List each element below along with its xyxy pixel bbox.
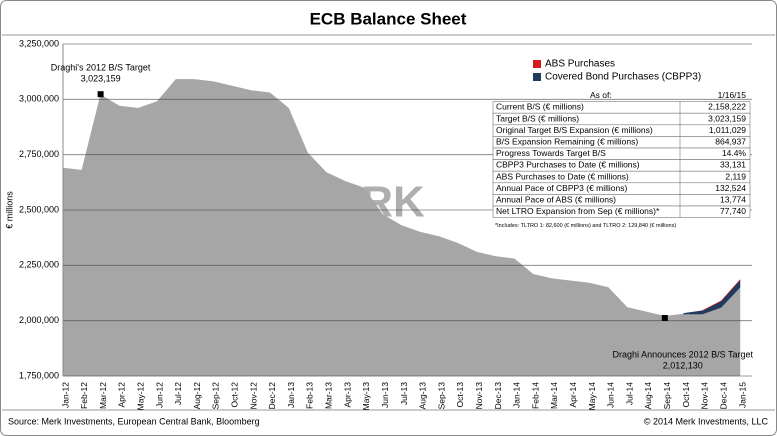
x-tick-label: May-12 bbox=[135, 382, 145, 411]
x-tick-label: May-13 bbox=[361, 382, 371, 411]
x-tick-label: Oct-14 bbox=[681, 382, 691, 408]
x-tick-label: Sep-14 bbox=[662, 382, 672, 410]
x-tick-label: May-14 bbox=[587, 382, 597, 411]
area bbox=[702, 279, 741, 312]
x-tick-label: Jan-13 bbox=[286, 382, 296, 408]
x-tick-label: Jan-15 bbox=[737, 382, 747, 408]
legend-label: ABS Purchases bbox=[545, 59, 615, 70]
table-value: 3,023,159 bbox=[708, 113, 746, 123]
x-tick-label: Jul-14 bbox=[624, 382, 634, 405]
annotation-marker bbox=[661, 314, 668, 321]
table-label: Annual Pace of ABS (€ millions) bbox=[496, 194, 616, 204]
x-tick-label: Nov-14 bbox=[700, 382, 710, 410]
table-value: 14.4% bbox=[722, 148, 747, 158]
x-tick-label: Mar-12 bbox=[98, 382, 108, 409]
table-value: 132,524 bbox=[715, 183, 746, 193]
table-label: Annual Pace of CBPP3 (€ millions) bbox=[496, 183, 628, 193]
table-label: Original Target B/S Expansion (€ million… bbox=[496, 125, 653, 135]
x-tick-label: Aug-13 bbox=[418, 382, 428, 410]
table-value: 864,937 bbox=[715, 136, 746, 146]
x-tick-label: Jun-14 bbox=[606, 382, 616, 408]
x-tick-label: Jan-12 bbox=[60, 382, 70, 408]
x-tick-label: Apr-13 bbox=[342, 382, 352, 408]
annotation-marker bbox=[97, 91, 104, 98]
x-tick-label: Feb-13 bbox=[305, 382, 315, 409]
annotation-value: 3,023,159 bbox=[81, 74, 121, 84]
table-label: B/S Expansion Remaining (€ millions) bbox=[496, 136, 638, 146]
annotation-value: 2,012,130 bbox=[663, 360, 703, 370]
x-tick-label: Mar-14 bbox=[549, 382, 559, 409]
y-tick-label: 2,500,000 bbox=[19, 204, 59, 214]
y-tick-label: 1,750,000 bbox=[19, 370, 59, 380]
x-tick-label: Jun-12 bbox=[154, 382, 164, 408]
copyright: © 2014 Merk Investments, LLC bbox=[644, 416, 769, 426]
x-tick-label: Aug-14 bbox=[643, 382, 653, 410]
table-value: 1,011,029 bbox=[709, 125, 746, 135]
table-label: Target B/S (€ millions) bbox=[496, 113, 579, 123]
x-tick-label: Apr-12 bbox=[117, 382, 127, 408]
x-tick-label: Feb-14 bbox=[530, 382, 540, 409]
x-tick-label: Aug-12 bbox=[192, 382, 202, 410]
x-tick-label: Jan-14 bbox=[512, 382, 522, 408]
y-tick-label: 2,250,000 bbox=[19, 260, 59, 270]
table-value: 77,740 bbox=[720, 206, 746, 216]
x-tick-label: Mar-13 bbox=[324, 382, 334, 409]
x-tick-label: Dec-13 bbox=[493, 382, 503, 410]
x-tick-label: Nov-12 bbox=[248, 382, 258, 410]
table-value: 2,158,222 bbox=[708, 102, 746, 112]
y-tick-label: 2,750,000 bbox=[19, 149, 59, 159]
x-tick-label: Jun-13 bbox=[380, 382, 390, 408]
table-value: 2,119 bbox=[725, 171, 746, 181]
x-tick-label: Oct-12 bbox=[230, 382, 240, 408]
table-header: 1/16/15 bbox=[718, 90, 747, 100]
table-header: As of: bbox=[590, 90, 612, 100]
annotation-text: Draghi's 2012 B/S Target bbox=[51, 63, 151, 73]
x-tick-label: Sep-12 bbox=[211, 382, 221, 410]
table-value: 13,774 bbox=[720, 194, 746, 204]
table-row bbox=[492, 205, 751, 218]
area bbox=[62, 79, 741, 377]
x-tick-label: Jul-12 bbox=[173, 382, 183, 405]
x-tick-label: Feb-12 bbox=[79, 382, 89, 409]
legend-swatch bbox=[533, 73, 541, 81]
x-tick-label: Oct-13 bbox=[455, 382, 465, 408]
x-tick-label: Dec-12 bbox=[267, 382, 277, 410]
table-label: ABS Purchases to Date (€ millions) bbox=[496, 171, 629, 181]
table-label: Net LTRO Expansion from Sep (€ millions)… bbox=[496, 206, 660, 216]
legend-swatch bbox=[533, 60, 541, 68]
table-label: Progress Towards Target B/S bbox=[496, 148, 606, 158]
chart-title: ECB Balance Sheet bbox=[310, 9, 467, 28]
annotation-text: Draghi Announces 2012 B/S Target bbox=[613, 349, 754, 359]
x-tick-label: Apr-14 bbox=[568, 382, 578, 408]
x-tick-label: Nov-13 bbox=[474, 382, 484, 410]
table-label: Current B/S (€ millions) bbox=[496, 102, 584, 112]
table-value: 33,131 bbox=[720, 160, 746, 170]
legend-label: Covered Bond Purchases (CBPP3) bbox=[545, 72, 701, 83]
source: Source: Merk Investments, European Centr… bbox=[8, 416, 260, 426]
x-tick-label: Sep-13 bbox=[436, 382, 446, 410]
x-tick-label: Dec-14 bbox=[718, 382, 728, 410]
y-axis-label: € millions bbox=[4, 191, 14, 229]
y-tick-label: 3,250,000 bbox=[19, 38, 59, 48]
table-note: *Includes: TLTRO 1: 82,600 (€ millions) … bbox=[495, 223, 676, 229]
y-tick-label: 3,000,000 bbox=[19, 94, 59, 104]
x-tick-label: Jul-13 bbox=[399, 382, 409, 405]
y-tick-label: 2,000,000 bbox=[19, 315, 59, 325]
table-label: CBPP3 Purchases to Date (€ millions) bbox=[496, 160, 640, 170]
